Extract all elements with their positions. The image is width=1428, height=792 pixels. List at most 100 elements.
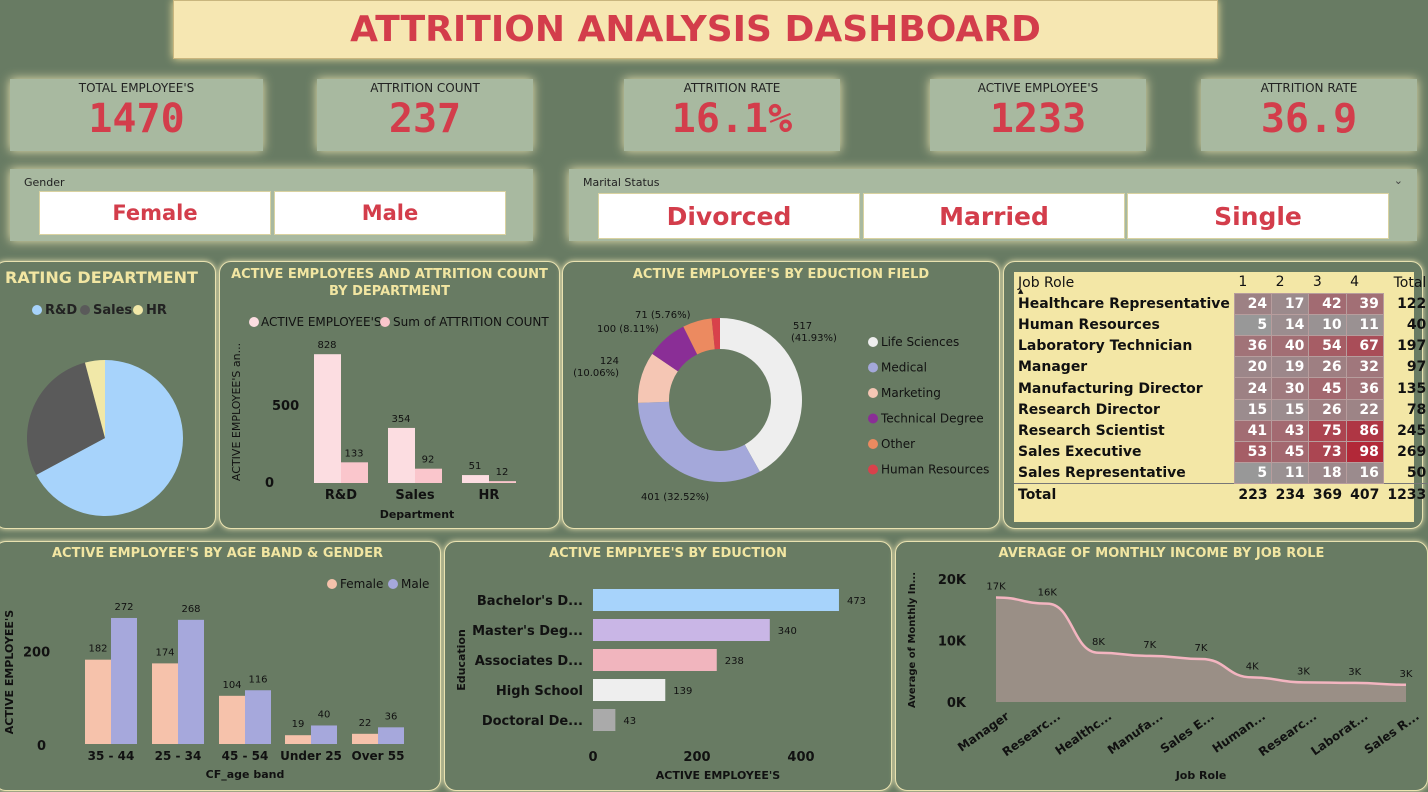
income-area — [996, 597, 1406, 702]
age-xlabel: CF_age band — [206, 768, 285, 781]
job-role-name: Research Director — [1018, 401, 1160, 418]
income-value-label: 16K — [1038, 588, 1058, 599]
dept-legend-marker-active — [249, 317, 259, 327]
education-value: 139 — [673, 686, 692, 697]
dept-bar-active — [314, 354, 341, 483]
donut-label: 401 (32.52%) — [641, 492, 709, 503]
age-value-female: 22 — [359, 718, 372, 729]
table-row: Sales Representative 5 11 18 16 50 — [1014, 462, 1428, 485]
income-value-label: 4K — [1246, 661, 1259, 672]
matrix-header: 4 — [1350, 274, 1360, 291]
marital-divorced-button[interactable]: Divorced — [598, 193, 860, 239]
income-ytick: 10K — [938, 635, 967, 650]
age-bar-female — [285, 735, 311, 744]
age-band-svg: Female Male 200 0 ACTIVE EMPLOYEE'S 182 272 35 … — [3, 577, 429, 781]
education-value: 340 — [778, 626, 797, 637]
age-bar-male — [378, 727, 404, 744]
education-category: Bachelor's D... — [477, 594, 583, 609]
income-category: Researc... — [1000, 709, 1063, 759]
pie-svg: R&D Sales HR — [26, 303, 184, 516]
donut-panel: ACTIVE EMPLOYEE'S BY EDUCTION FIELD 517(… — [562, 261, 1000, 529]
matrix-cell: 197 — [1397, 338, 1427, 355]
age-legend-female: Female — [340, 577, 383, 591]
chevron-down-icon[interactable]: ⌄ — [1393, 174, 1403, 187]
donut-slice — [683, 318, 715, 355]
matrix-header: 2 — [1275, 274, 1285, 291]
total-cell: 234 — [1271, 483, 1309, 506]
dept-bar-svg: ACTIVE EMPLOYEE'S Sum of ATTRITION COUNT 5… — [230, 315, 549, 521]
total-cell: 407 — [1346, 483, 1384, 506]
kpi-label: ATTRITION COUNT — [370, 81, 480, 95]
job-role-name: Sales Representative — [1018, 465, 1186, 482]
dept-xlabel: Department — [380, 508, 455, 521]
matrix-header[interactable]: Job Role ▲ — [1018, 274, 1075, 295]
income-ytick: 20K — [938, 573, 967, 588]
donut-label: 100 (8.11%) — [597, 324, 659, 335]
pie-legend-marker — [32, 305, 42, 315]
matrix-cell: 36 — [1345, 377, 1384, 400]
matrix-cell: 15 — [1233, 398, 1273, 421]
donut-legend-marker — [868, 464, 878, 475]
age-legend-marker-male — [388, 579, 398, 589]
dept-category: R&D — [325, 488, 357, 503]
table-row: Sales Executive 53 45 73 98 269 — [1014, 440, 1428, 464]
dept-bar-attrition — [489, 481, 516, 483]
age-category: Under 25 — [280, 749, 342, 763]
donut-title: ACTIVE EMPLOYEE'S BY EDUCTION FIELD — [632, 267, 930, 282]
kpi-active-employees: ACTIVE EMPLOYEE'S 1233 — [930, 79, 1146, 151]
donut-slice — [652, 326, 698, 372]
donut-slice — [638, 401, 760, 482]
income-value-label: 3K — [1348, 667, 1361, 678]
kpi-label: ATTRITION RATE — [683, 81, 781, 95]
pie-title: RATING DEPARTMENT — [5, 268, 198, 287]
income-category: Researc... — [1256, 709, 1319, 759]
kpi-attrition-rate: ATTRITION RATE 16.1% — [624, 79, 840, 151]
donut-legend-label: Medical — [881, 361, 927, 375]
age-value-female: 104 — [222, 680, 241, 691]
dept-value-attrition: 92 — [422, 455, 435, 466]
age-bar-male — [178, 619, 204, 744]
kpi-value: 1470 — [88, 96, 185, 142]
matrix-cell: 14 — [1271, 313, 1310, 337]
matrix-header: 1 — [1238, 274, 1248, 291]
income-value-label: 7K — [1195, 643, 1208, 654]
kpi-value: 36.9 — [1260, 96, 1358, 142]
marital-married-button[interactable]: Married — [863, 193, 1125, 239]
gender-male-button[interactable]: Male — [274, 191, 506, 235]
matrix-cell: 45 — [1308, 377, 1347, 400]
matrix-cell: 15 — [1271, 398, 1310, 421]
matrix-cell: 39 — [1345, 292, 1384, 315]
gender-female-button[interactable]: Female — [39, 191, 271, 235]
marital-single-button[interactable]: Single — [1127, 193, 1389, 239]
job-role-name: Manager — [1018, 359, 1088, 376]
dept-value-active: 51 — [469, 461, 482, 472]
age-bar-female — [219, 695, 245, 744]
matrix-cell: 5 — [1233, 462, 1273, 485]
table-row: Laboratory Technician 36 40 54 67 197 — [1014, 335, 1428, 358]
education-value: 238 — [725, 656, 744, 667]
income-value-label: 3K — [1297, 666, 1310, 677]
total-cell: 1233 — [1383, 483, 1428, 506]
age-value-male: 40 — [318, 709, 331, 720]
age-category: 45 - 54 — [222, 749, 269, 763]
age-value-male: 116 — [248, 674, 267, 685]
pie-legend-label: Sales — [93, 303, 132, 318]
age-legend-marker-female — [327, 579, 337, 589]
pie-slice-2 — [84, 360, 105, 438]
matrix-cell: 20 — [1233, 356, 1273, 379]
matrix-panel: Job Role ▲ 1 2 3 4 Total Healthcare Representa… — [1003, 261, 1428, 529]
matrix-cell: 42 — [1308, 292, 1347, 315]
dept-value-active: 828 — [317, 340, 336, 351]
pie-legend-marker — [80, 305, 90, 315]
kpi-value: 1233 — [989, 96, 1087, 142]
donut-legend-label: Human Resources — [881, 463, 989, 477]
total-row: Total 223 234 369 407 1233 — [1014, 483, 1428, 506]
matrix-cell: 67 — [1345, 335, 1384, 358]
age-category: 25 - 34 — [155, 749, 202, 763]
dept-bar-active — [388, 427, 415, 483]
education-bar — [593, 709, 616, 731]
age-category: 35 - 44 — [88, 749, 135, 763]
marital-status-slicer: Marital Status ⌄ Divorced Married Single — [569, 169, 1417, 241]
age-bar-male — [111, 617, 137, 744]
marital-slicer-title: Marital Status — [583, 176, 660, 189]
